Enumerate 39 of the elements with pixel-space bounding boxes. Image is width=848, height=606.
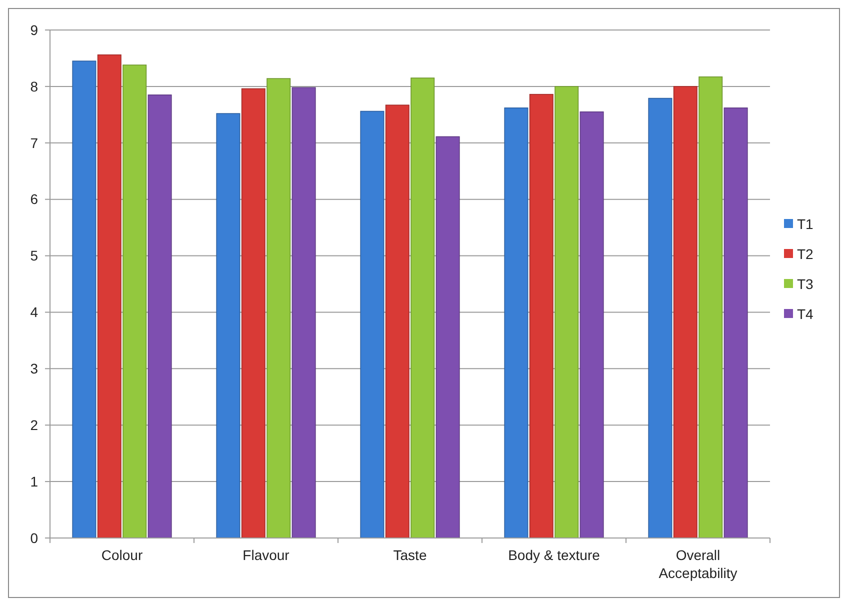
y-tick-label: 4 xyxy=(30,304,38,320)
bar xyxy=(436,136,460,538)
legend-label: T1 xyxy=(797,216,814,232)
bar xyxy=(216,113,240,538)
y-tick-label: 5 xyxy=(30,248,38,264)
bar xyxy=(648,98,672,538)
bar xyxy=(72,60,96,538)
bar xyxy=(266,78,291,538)
bar xyxy=(360,110,384,538)
bar xyxy=(698,76,723,538)
bar xyxy=(292,87,316,538)
y-tick-label: 2 xyxy=(30,417,38,434)
bar xyxy=(148,94,172,538)
bar xyxy=(410,78,435,538)
legend-label: T2 xyxy=(797,246,814,262)
y-tick-label: 0 xyxy=(30,530,38,546)
bar xyxy=(122,64,147,538)
x-tick-label: Overall Acceptability xyxy=(658,547,738,581)
legend-label: T4 xyxy=(797,306,814,322)
bar xyxy=(673,86,698,538)
bar xyxy=(724,107,748,538)
y-tick-label: 3 xyxy=(30,360,38,377)
x-tick-label: Taste xyxy=(393,547,427,563)
legend-label: T3 xyxy=(797,276,814,292)
bar xyxy=(385,104,410,538)
y-tick-label: 7 xyxy=(30,134,38,151)
y-tick-label: 8 xyxy=(30,78,38,94)
y-tick-label: 1 xyxy=(30,473,38,490)
y-tick-label: 9 xyxy=(30,22,38,38)
bar xyxy=(529,94,554,538)
x-tick-label: Colour xyxy=(101,547,143,563)
bar xyxy=(504,107,528,538)
x-tick-label: Body & texture xyxy=(508,547,600,563)
y-tick-label: 6 xyxy=(30,191,38,208)
bar xyxy=(580,111,604,538)
bar xyxy=(554,86,579,538)
bar xyxy=(241,88,266,538)
x-tick-label: Flavour xyxy=(242,547,290,563)
bar xyxy=(97,54,122,538)
